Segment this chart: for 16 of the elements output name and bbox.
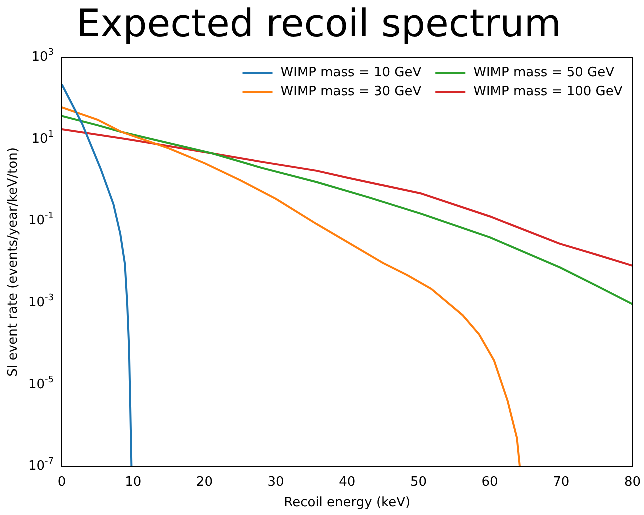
x-tick-label: 10 <box>125 474 142 490</box>
x-tick-label: 40 <box>339 474 356 490</box>
x-tick-label: 50 <box>410 474 427 490</box>
x-axis-title: Recoil energy (keV) <box>284 496 411 511</box>
x-tick-label: 20 <box>196 474 213 490</box>
chart-title: Expected recoil spectrum <box>76 2 562 46</box>
x-tick-label: 80 <box>624 474 641 490</box>
x-tick-label: 70 <box>553 474 570 490</box>
x-tick-label: 0 <box>58 474 66 490</box>
legend-label: WIMP mass = 100 GeV <box>474 84 623 100</box>
x-tick-label: 60 <box>482 474 498 490</box>
x-tick-label: 30 <box>268 474 284 490</box>
legend-label: WIMP mass = 50 GeV <box>474 65 615 80</box>
legend-label: WIMP mass = 10 GeV <box>280 65 422 80</box>
legend-label: WIMP mass = 30 GeV <box>280 84 422 100</box>
y-axis-title: SI event rate (events/year/keV/ton) <box>6 148 22 377</box>
